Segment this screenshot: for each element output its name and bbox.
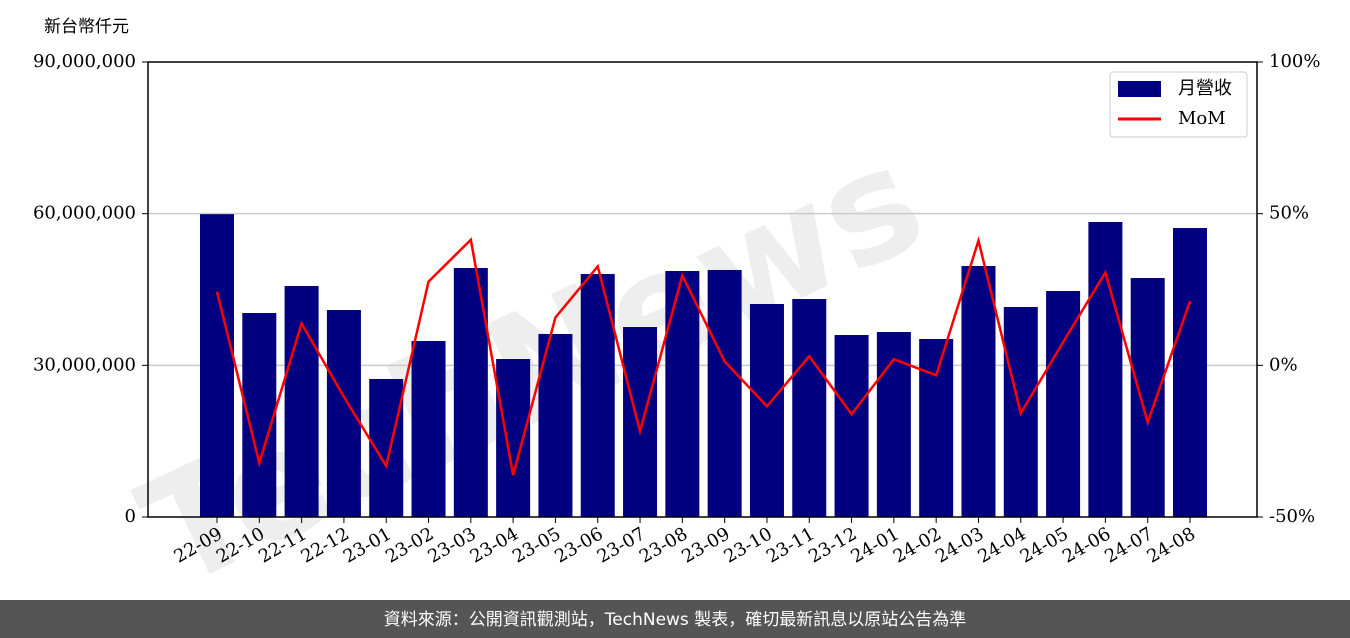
plot-frame: [147, 61, 1258, 518]
footer: 資料來源：公開資訊觀測站，TechNews 製表，確切最新訊息以原站公告為準: [384, 610, 966, 630]
bar: [792, 299, 827, 517]
bar: [961, 265, 996, 517]
bar: [749, 304, 784, 517]
bar: [919, 338, 954, 517]
y-tick-label: 90,000,000: [33, 51, 136, 72]
line: [215, 236, 1192, 476]
y2-tick-label: 50%: [1269, 203, 1309, 224]
x-tick-label: 24-08: [1144, 523, 1199, 567]
bar: [200, 214, 234, 517]
bar: [496, 359, 531, 517]
y-tick-label: 60,000,000: [33, 203, 136, 224]
bar: [1088, 222, 1123, 517]
y2-tick-label: 100%: [1269, 51, 1320, 72]
legend-label: 月營收: [1178, 78, 1232, 99]
y-tick-label: 30,000,000: [33, 354, 136, 375]
bar: [1130, 278, 1165, 517]
bar: [623, 327, 658, 517]
bar: [834, 335, 869, 517]
bar: [1046, 291, 1081, 517]
bar: [326, 310, 361, 517]
legend-label: MoM: [1178, 108, 1226, 129]
y-axis-unit: 新台幣仟元: [44, 17, 129, 37]
y-tick-label: 0: [125, 506, 136, 527]
bar: [538, 333, 573, 517]
footer-bar: [0, 600, 1350, 638]
bar: [284, 286, 319, 517]
bar: [665, 270, 700, 517]
y2-tick-label: -50%: [1269, 506, 1315, 527]
bar: [411, 341, 446, 517]
bar: [707, 269, 742, 517]
bar: [1173, 228, 1207, 517]
legend-swatch: [1118, 81, 1161, 97]
y2-tick-label: 0%: [1269, 354, 1298, 375]
